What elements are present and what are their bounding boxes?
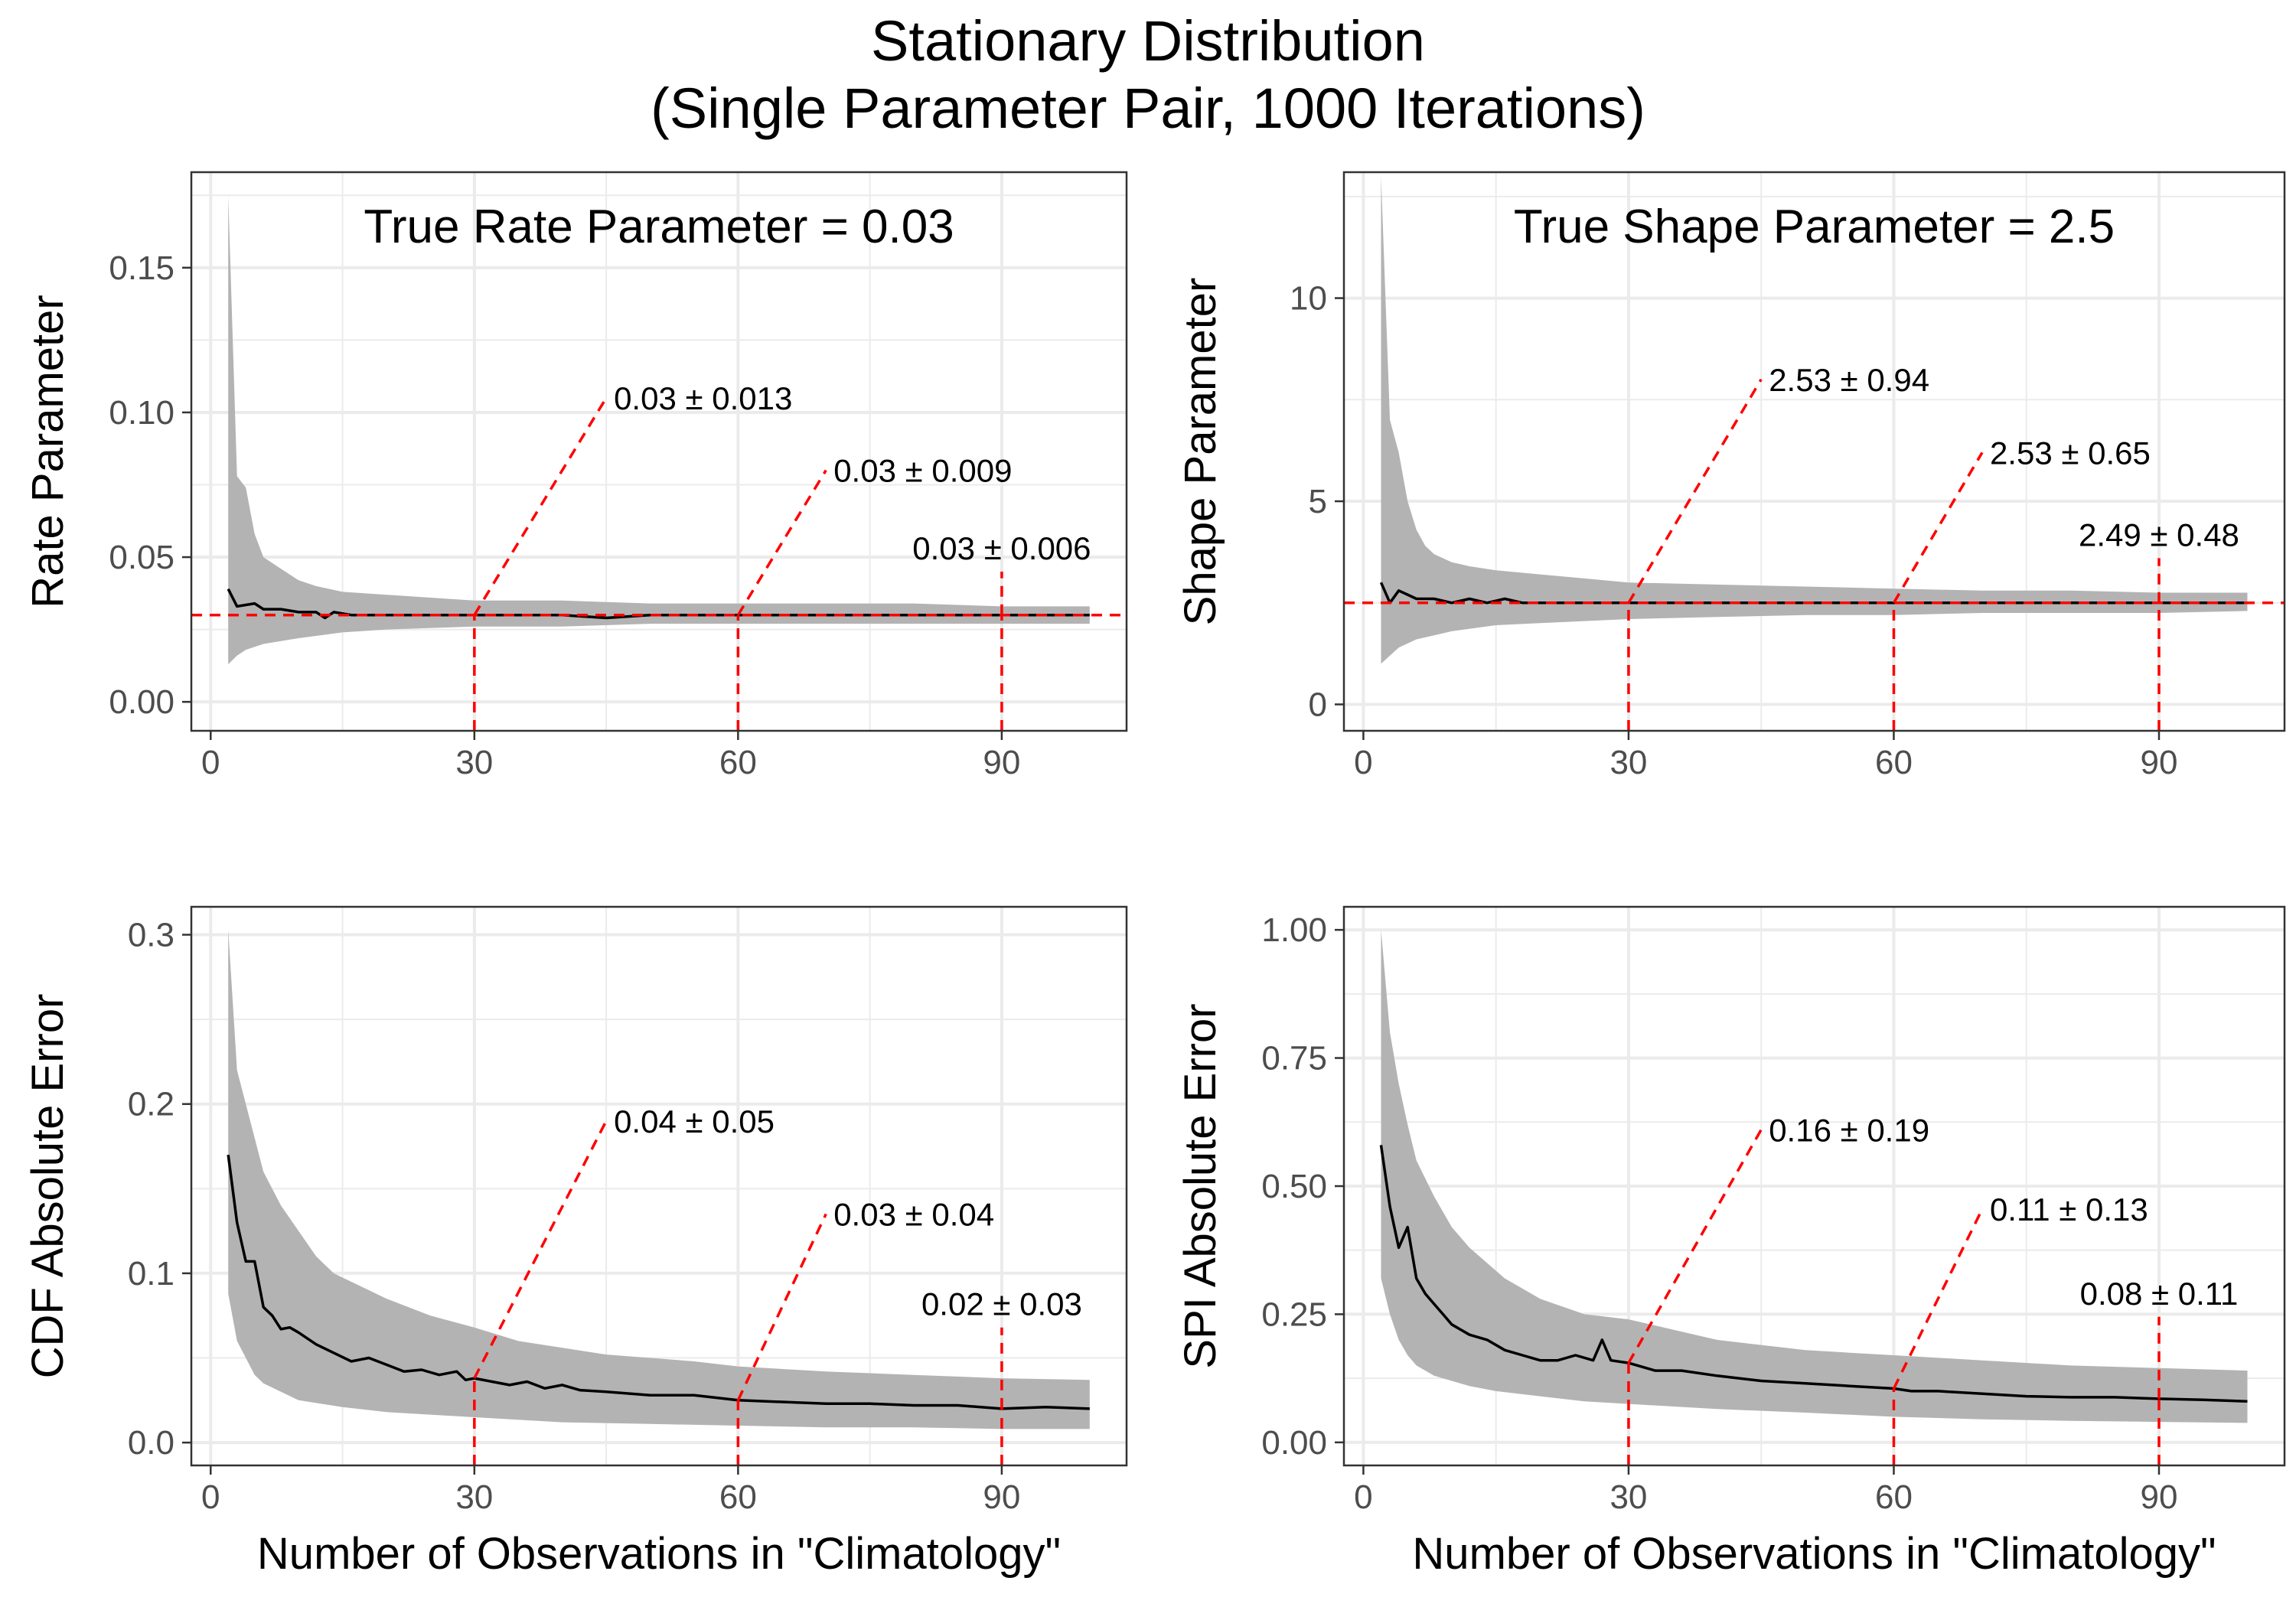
chart-panel-1: 0.03 ± 0.013 0.03 ± 0.009 0.03 ± 0.006 True… [23,171,1128,781]
x-axis-title: Number of Observations in "Climatology" [1412,1529,2216,1579]
panel-background [1344,172,2285,731]
figure-title-line-1: Stationary Distribution [871,9,1425,73]
annotation-label: 2.53 ± 0.65 [1990,435,2151,471]
y-tick-label: 0.0 [128,1424,174,1462]
panel-heading: True Shape Parameter = 2.5 [1514,200,2115,253]
panel-background [191,172,1127,731]
y-axis-title: CDF Absolute Error [23,994,73,1379]
mean-line [227,1154,1090,1410]
y-axis-title: Rate Parameter [23,295,73,608]
panel-border [190,905,1128,1467]
y-tick-label: 0.50 [1261,1168,1327,1205]
x-tick-label: 30 [455,1478,493,1516]
x-axis-title: Number of Observations in "Climatology" [257,1529,1061,1579]
x-tick-label: 90 [2141,744,2178,781]
plot-area [227,929,1090,1465]
y-axis-title: Shape Parameter [1176,278,1225,626]
chart-panel-4: 0.16 ± 0.19 0.11 ± 0.13 0.08 ± 0.11 0 30 60 90… [1176,905,2286,1579]
confidence-band [1381,930,2248,1423]
x-tick-label: 30 [1609,744,1647,781]
y-tick-label: 0 [1309,686,1327,723]
annotation-leader-line [473,1120,608,1379]
annotation-label: 2.53 ± 0.94 [1769,362,1929,398]
x-tick-label: 0 [1354,1478,1372,1516]
annotation-label: 0.04 ± 0.05 [614,1103,775,1139]
confidence-band [1381,176,2248,664]
annotation-leader-line [736,469,827,616]
annotation-leader-line [1892,1208,1984,1390]
annotation-label: 0.03 ± 0.04 [833,1197,994,1233]
x-tick-label: 60 [719,1478,757,1516]
y-tick-label: 0.00 [1261,1424,1327,1462]
y-tick-label: 0.1 [128,1255,174,1292]
x-tick-label: 90 [983,1478,1020,1516]
x-tick-label: 60 [1875,744,1913,781]
panel-border [1342,171,2286,732]
annotation-label: 0.16 ± 0.19 [1769,1112,1929,1148]
plot-area [1379,930,2248,1465]
annotation-leader-line [1627,1129,1763,1364]
panel-heading: True Rate Parameter = 0.03 [364,200,954,253]
plot-area [1344,176,2285,731]
y-tick-label: 0.05 [109,539,174,576]
y-tick-label: 0.2 [128,1086,174,1123]
annotation-label: 2.49 ± 0.48 [2079,517,2239,553]
y-tick-label: 1.00 [1261,911,1327,949]
y-tick-label: 0.15 [109,249,174,287]
figure-title-line-2: (Single Parameter Pair, 1000 Iterations) [651,77,1645,140]
annotation-label: 0.11 ± 0.13 [1990,1191,2148,1227]
annotation-leader-line [736,1213,827,1401]
confidence-band [228,929,1090,1429]
annotation-leader-line [1892,451,1984,604]
panel-border [190,171,1128,732]
annotation-label: 0.08 ± 0.11 [2080,1276,2239,1312]
x-tick-label: 0 [201,744,220,781]
y-tick-label: 0.10 [109,394,174,432]
annotation-leader-line [1627,378,1763,604]
y-tick-label: 5 [1309,483,1327,520]
y-axis-title: SPI Absolute Error [1176,1003,1225,1368]
x-tick-label: 60 [1875,1478,1913,1516]
x-tick-label: 0 [1354,744,1372,781]
y-tick-label: 0.00 [109,683,174,721]
y-tick-label: 10 [1290,280,1327,318]
x-tick-label: 90 [2141,1478,2178,1516]
x-tick-label: 30 [455,744,493,781]
mean-line [1379,1145,2248,1403]
annotation-label: 0.03 ± 0.013 [614,380,792,416]
y-tick-label: 0.25 [1261,1296,1327,1333]
annotation-label: 0.02 ± 0.03 [921,1286,1082,1322]
chart-panel-3: 0.04 ± 0.05 0.03 ± 0.04 0.02 ± 0.03 0 30 60 90… [23,905,1128,1579]
figure-title: Stationary Distribution (Single Paramete… [0,8,2296,142]
x-tick-label: 0 [201,1478,220,1516]
confidence-band [228,195,1090,665]
y-tick-label: 0.75 [1261,1040,1327,1077]
annotation-label: 0.03 ± 0.006 [912,530,1091,566]
x-tick-label: 60 [719,744,757,781]
x-tick-label: 90 [983,744,1020,781]
y-tick-label: 0.3 [128,917,174,954]
x-tick-label: 30 [1609,1478,1647,1516]
annotation-label: 0.03 ± 0.009 [833,453,1012,489]
annotation-leader-line [473,397,608,616]
chart-panel-2: 2.53 ± 0.94 2.53 ± 0.65 2.49 ± 0.48 True Sh… [1176,171,2286,781]
plot-area [191,195,1127,731]
